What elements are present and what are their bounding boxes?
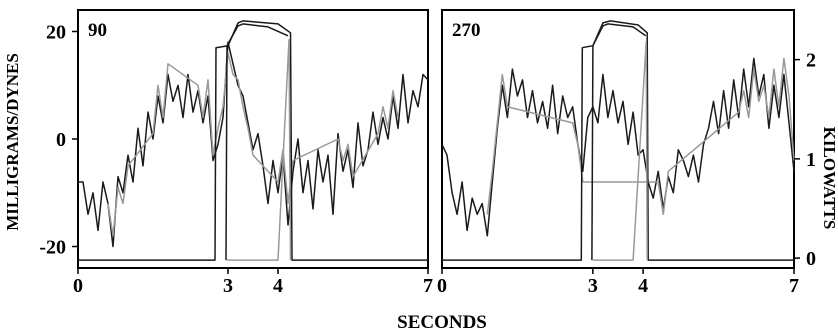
- x-tick-label-90-3: 3: [223, 275, 233, 297]
- panel-label-90: 90: [88, 20, 107, 41]
- panel-label-270: 270: [452, 20, 481, 41]
- series-line-270-1: [486, 57, 795, 216]
- series-line-90-2: [78, 20, 428, 261]
- x-tick-label-270-0: 0: [437, 275, 447, 297]
- series-line-270-2: [442, 20, 794, 261]
- y-tick-label-right-2: 2: [806, 50, 816, 72]
- series-line-270-4: [592, 41, 648, 261]
- y-axis-label-right: KILOWATTS: [820, 127, 838, 230]
- series-line-90-0: [78, 41, 429, 248]
- y-tick-label-left--20: -20: [39, 237, 66, 259]
- y-tick-label-right-1: 1: [806, 149, 816, 171]
- x-axis-label: SECONDS: [397, 312, 487, 333]
- panel-frame-270: [441, 9, 795, 269]
- y-tick-label-left-0: 0: [56, 129, 66, 151]
- series-line-90-1: [107, 52, 399, 237]
- series-line-90-3: [225, 23, 289, 261]
- x-tick-label-270-4: 4: [638, 275, 648, 297]
- series-line-270-3: [591, 23, 647, 261]
- x-tick-label-90-7: 7: [423, 275, 433, 297]
- x-tick-label-90-4: 4: [273, 275, 283, 297]
- y-tick-label-right-0: 0: [806, 248, 816, 270]
- x-tick-label-270-7: 7: [789, 275, 799, 297]
- y-axis-label-left: MILLIGRAMS/DYNES: [3, 53, 22, 231]
- y-tick-label-left-20: 20: [46, 22, 66, 44]
- series-line-90-4: [227, 39, 292, 261]
- series-line-270-0: [441, 57, 795, 237]
- x-tick-label-270-3: 3: [588, 275, 598, 297]
- x-tick-label-90-0: 0: [73, 275, 83, 297]
